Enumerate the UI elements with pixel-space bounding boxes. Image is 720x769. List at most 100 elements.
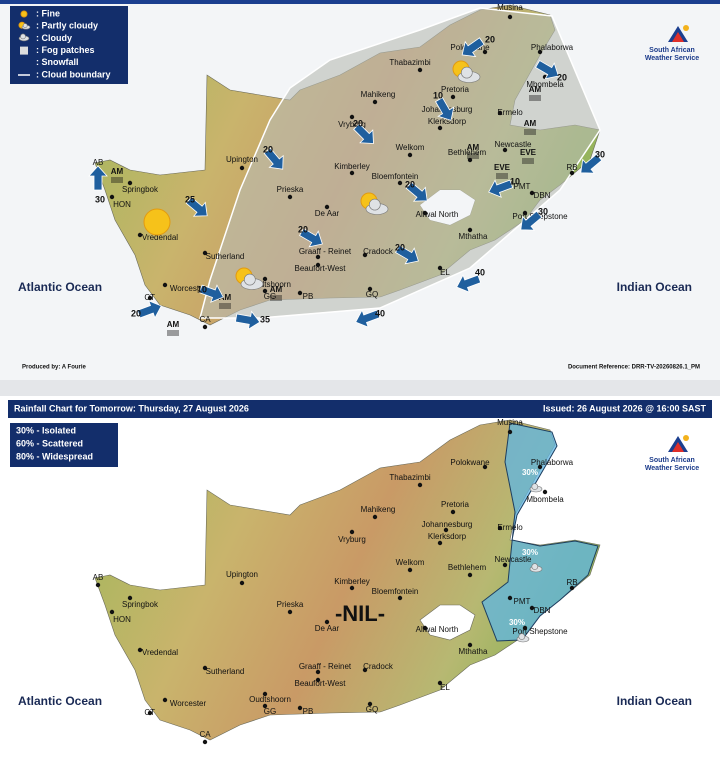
place-label: De Aar bbox=[315, 209, 340, 218]
wind-speed: 10 bbox=[197, 284, 207, 294]
wind-arrow bbox=[520, 210, 543, 231]
place-dot bbox=[522, 210, 528, 216]
place-label: Polokwane bbox=[450, 458, 490, 467]
place-label: Worcester bbox=[170, 284, 207, 293]
wind-speed: 20 bbox=[353, 118, 363, 128]
place-dot bbox=[239, 580, 245, 586]
place-label: DBN bbox=[534, 606, 551, 615]
wind-arrow bbox=[456, 274, 482, 293]
place-dot bbox=[287, 194, 293, 200]
wind-speed: 20 bbox=[263, 144, 273, 154]
legend-box bbox=[10, 6, 128, 84]
place-dot bbox=[507, 14, 513, 20]
place-dot bbox=[422, 210, 428, 216]
place-label: Upington bbox=[226, 155, 258, 164]
place-label: Kimberley bbox=[334, 162, 370, 171]
fog-marker: AM bbox=[524, 119, 537, 128]
place-label: Mahikeng bbox=[361, 505, 396, 514]
place-label: EL bbox=[440, 268, 450, 277]
place-label: Thabazimbi bbox=[389, 473, 431, 482]
place-label: PMT bbox=[514, 597, 531, 606]
place-label: RB bbox=[566, 578, 577, 587]
place-dot bbox=[417, 482, 423, 488]
wind-speed: 40 bbox=[375, 308, 385, 318]
place-label: CA bbox=[199, 315, 211, 324]
place-label: Aliwal North bbox=[416, 625, 459, 634]
place-dot bbox=[542, 489, 548, 495]
place-label: Prieska bbox=[277, 600, 304, 609]
place-label: PB bbox=[303, 707, 314, 716]
place-label: Phalaborwa bbox=[531, 458, 574, 467]
place-dot bbox=[202, 665, 208, 671]
wind-arrow bbox=[395, 244, 419, 265]
place-label: Ermelo bbox=[497, 108, 523, 117]
place-label: Prieska bbox=[277, 185, 304, 194]
cloud-icon bbox=[531, 563, 539, 570]
place-dot bbox=[467, 227, 473, 233]
cloud-icon bbox=[531, 483, 539, 490]
place-label: Musina bbox=[497, 3, 523, 12]
place-label: Johannesburg bbox=[422, 520, 473, 529]
place-dot bbox=[443, 527, 449, 533]
separator bbox=[0, 380, 720, 396]
place-label: Worcester bbox=[170, 699, 207, 708]
place-label: Welkom bbox=[396, 558, 425, 567]
place-label: GG bbox=[264, 292, 276, 301]
place-dot bbox=[407, 567, 413, 573]
place-dot bbox=[497, 525, 503, 531]
place-dot bbox=[362, 252, 368, 258]
place-dot bbox=[437, 680, 443, 686]
place-dot bbox=[437, 125, 443, 131]
place-dot bbox=[262, 288, 268, 294]
place-label: Musina bbox=[497, 418, 523, 427]
place-dot bbox=[482, 464, 488, 470]
place-dot bbox=[262, 691, 268, 697]
wind-arrow bbox=[488, 179, 514, 198]
wind-speed: 10 bbox=[510, 176, 520, 186]
wind-speed: 20 bbox=[131, 308, 141, 318]
place-dot bbox=[437, 265, 443, 271]
place-label: Welkom bbox=[396, 143, 425, 152]
rain-label: 30% bbox=[522, 548, 538, 557]
place-dot bbox=[315, 677, 321, 683]
place-label: GQ bbox=[366, 705, 378, 714]
wind-arrow bbox=[434, 97, 455, 121]
place-dot bbox=[507, 429, 513, 435]
sun-icon bbox=[143, 208, 171, 236]
cloud-icon bbox=[460, 66, 473, 79]
place-dot bbox=[147, 295, 153, 301]
fog-marker: AM bbox=[529, 85, 542, 94]
place-label: GG bbox=[264, 707, 276, 716]
place-dot bbox=[522, 625, 528, 631]
place-label: RB bbox=[566, 163, 577, 172]
wind-arrow bbox=[198, 284, 224, 303]
place-dot bbox=[497, 110, 503, 116]
place-label: Vredendal bbox=[142, 233, 178, 242]
place-label: Beaufort-West bbox=[295, 679, 347, 688]
wind-speed: 10 bbox=[433, 90, 443, 100]
place-label: Ermelo bbox=[497, 523, 523, 532]
place-label: Phalaborwa bbox=[531, 43, 574, 52]
rain-legend-label: 60% - Scattered bbox=[16, 438, 83, 448]
place-dot bbox=[529, 605, 535, 611]
place-label: Mbombela bbox=[526, 80, 564, 89]
legend-label: : Cloudy bbox=[36, 33, 72, 43]
place-label: Bloemfontein bbox=[372, 587, 419, 596]
place-label: PB bbox=[303, 292, 314, 301]
place-dot bbox=[502, 562, 508, 568]
place-label: Mthatha bbox=[459, 232, 488, 241]
place-label: Bethlehem bbox=[448, 563, 487, 572]
fog-marker: EVE bbox=[494, 163, 511, 172]
place-dot bbox=[450, 94, 456, 100]
place-label: Cradock bbox=[363, 247, 394, 256]
ocean-label: Indian Ocean bbox=[617, 694, 692, 708]
place-dot bbox=[239, 165, 245, 171]
place-dot bbox=[437, 540, 443, 546]
cloud-icon bbox=[368, 198, 381, 211]
ocean-label: Atlantic Ocean bbox=[18, 280, 102, 294]
place-label: Mthatha bbox=[459, 647, 488, 656]
place-label: PMT bbox=[514, 182, 531, 191]
place-label: Pretoria bbox=[441, 500, 470, 509]
wind-speed: 30 bbox=[95, 194, 105, 204]
place-dot bbox=[315, 254, 321, 260]
